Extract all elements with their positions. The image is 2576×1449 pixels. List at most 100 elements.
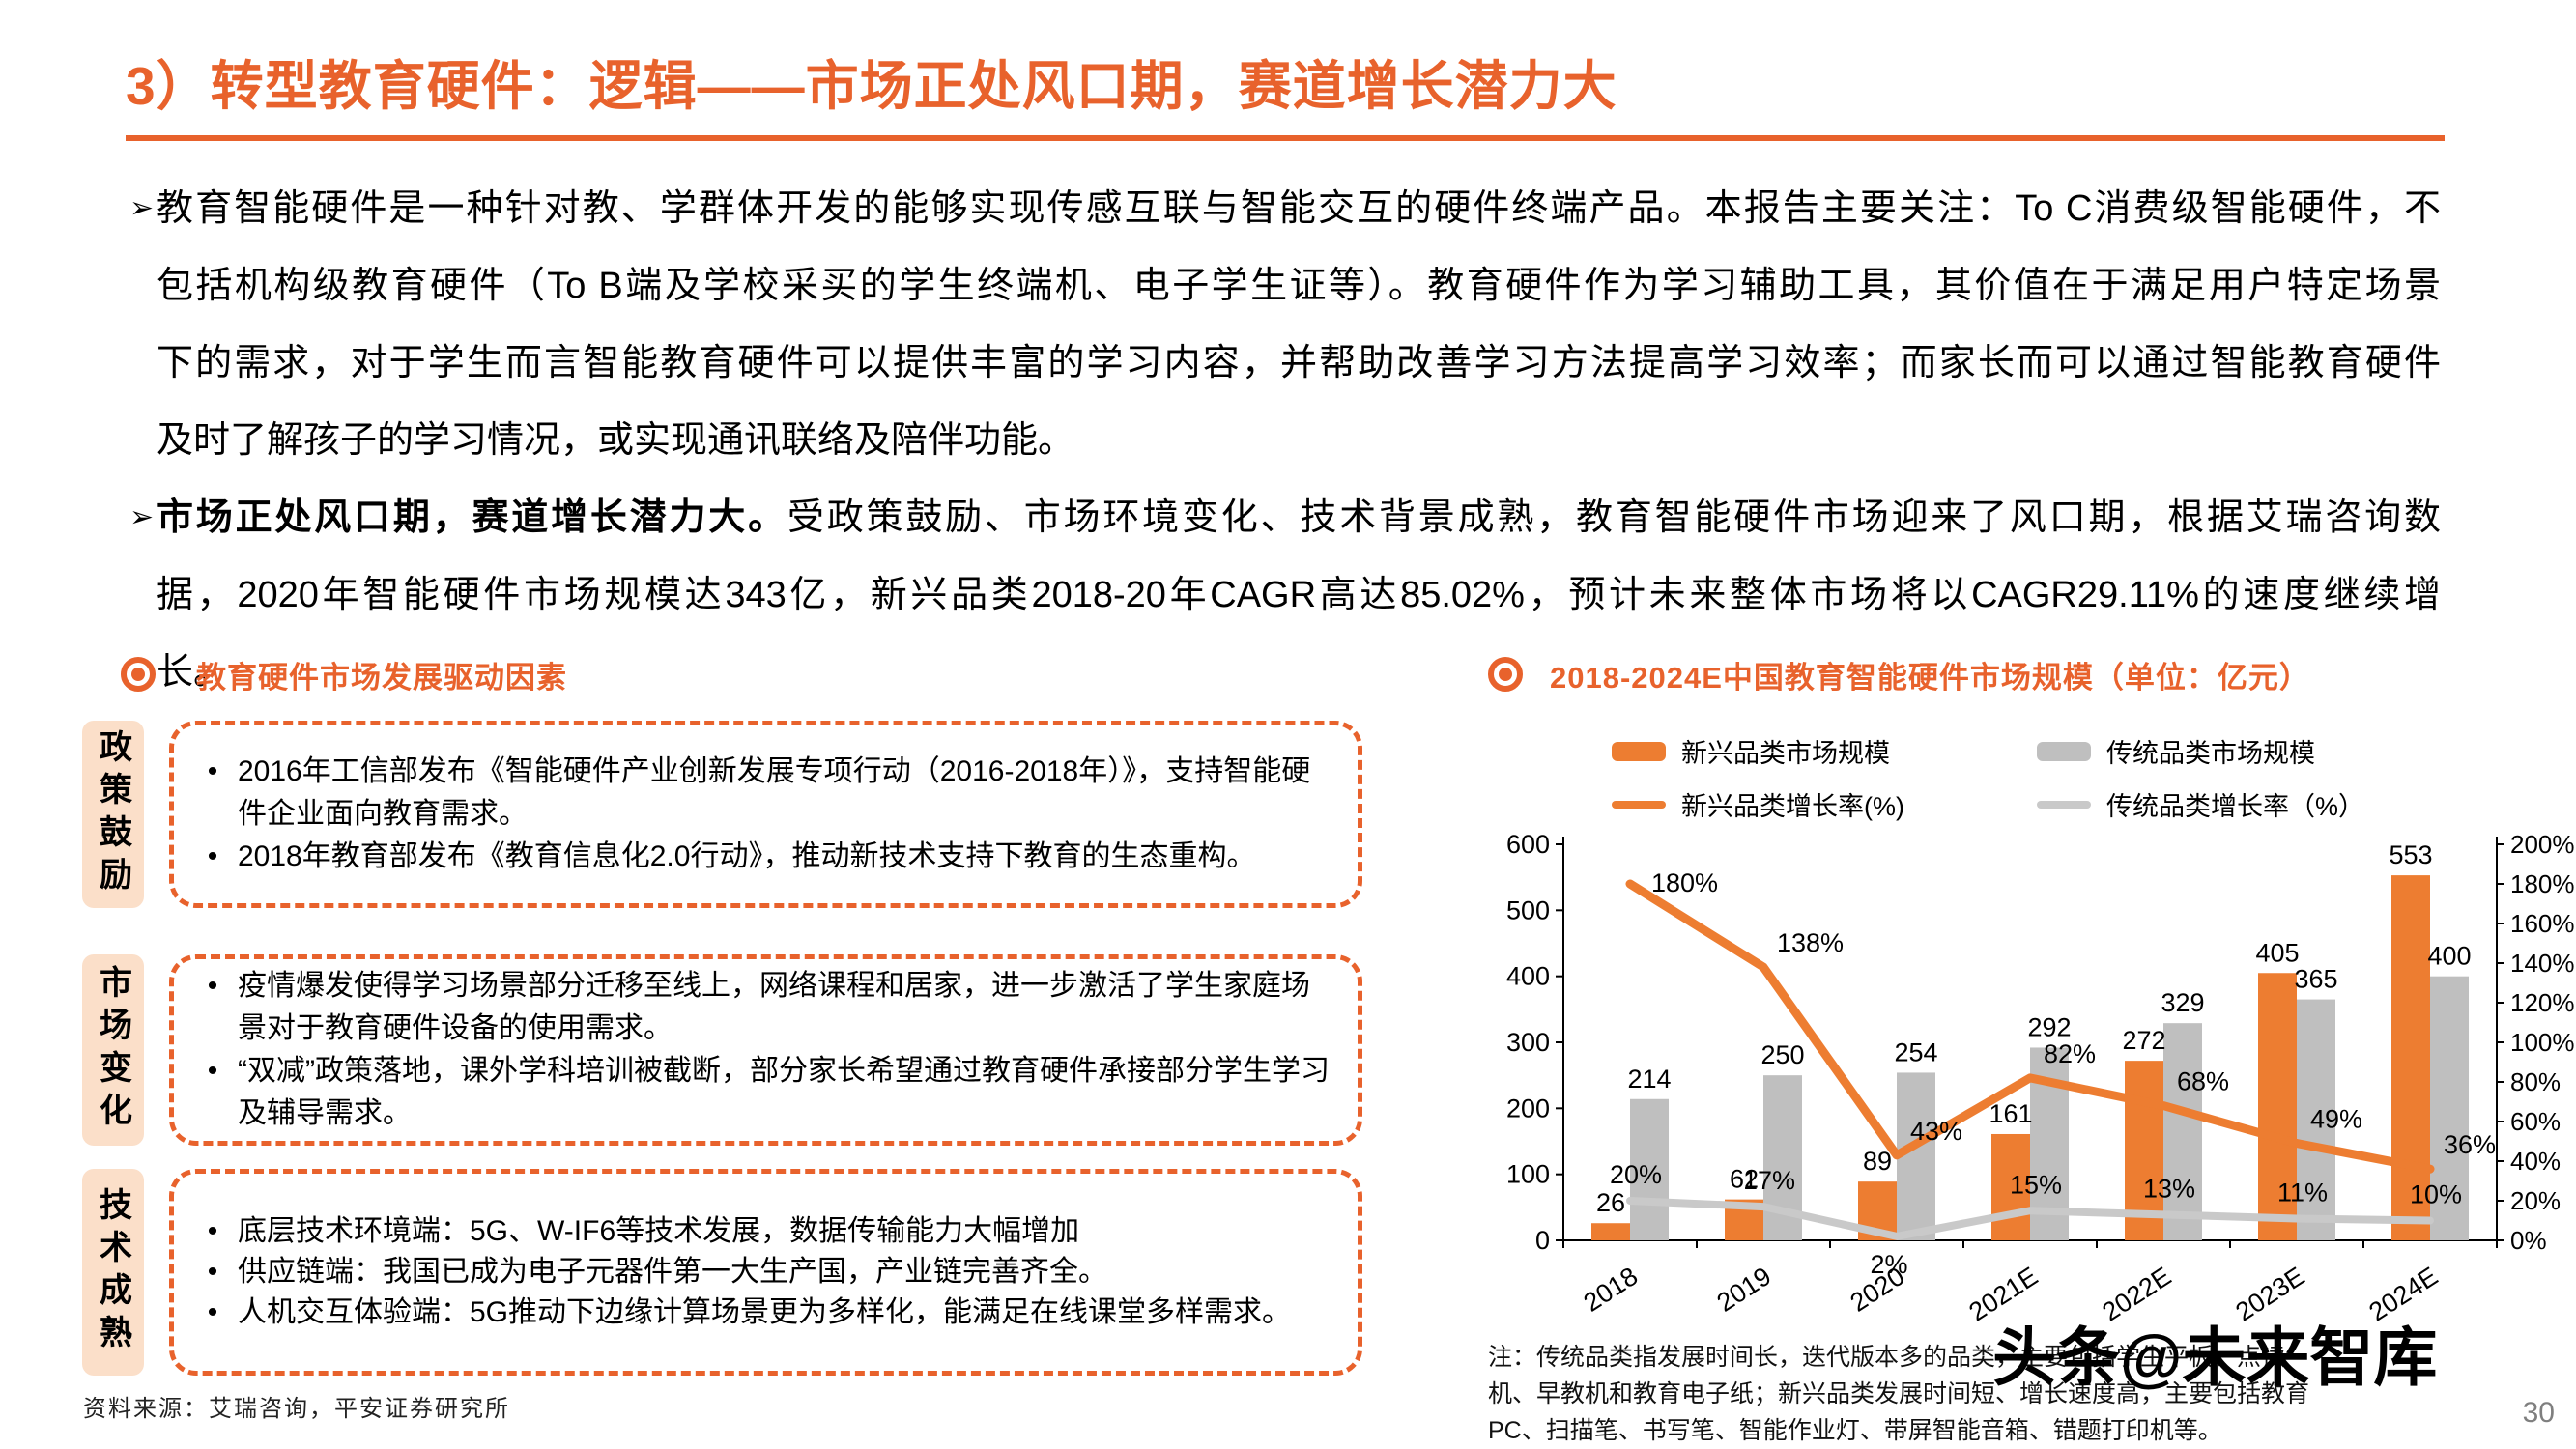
dot-bullet-icon: • [207, 755, 218, 787]
svg-text:500: 500 [1506, 895, 1550, 924]
svg-text:36%: 36% [2444, 1130, 2496, 1159]
svg-text:49%: 49% [2310, 1105, 2362, 1134]
list-item: • 2016年工信部发布《智能硬件产业创新发展专项行动（2016-2018年）》… [187, 751, 1334, 836]
svg-text:13%: 13% [2143, 1174, 2195, 1203]
legend-bar-swatch-new-category [1612, 741, 1666, 761]
body-text: ➢ 教育智能硬件是一种针对教、学群体开发的能够实现传感互联与智能交互的硬件终端产… [129, 170, 2441, 711]
driver-group-box: • 疫情爆发使得学习场景部分迁移至线上，网络课程和居家，进一步激活了学生家庭场景… [169, 954, 1362, 1146]
svg-text:160%: 160% [2510, 909, 2575, 938]
svg-text:100%: 100% [2510, 1028, 2575, 1057]
svg-text:40%: 40% [2510, 1147, 2561, 1176]
dot-bullet-icon: • [207, 1055, 218, 1087]
page-title: 3）转型教育硬件：逻辑——市场正处风口期，赛道增长潜力大 [126, 56, 1617, 116]
paragraph-2: ➢ 市场正处风口期，赛道增长潜力大。受政策鼓励、市场环境变化、技术背景成熟，教育… [129, 479, 2441, 711]
chart-note: 注：传统品类指发展时间长，迭代版本多的品类，主要包括学生平板、点读 机、早教机和… [1488, 1339, 2338, 1449]
legend-line-swatch-traditional-growth [2037, 800, 2091, 809]
chart-header: 2018-2024E中国教育智能硬件市场规模（单位：亿元） [1488, 653, 2576, 696]
svg-text:2018: 2018 [1579, 1262, 1644, 1318]
drivers-title: 教育硬件市场发展驱动因素 [196, 660, 567, 695]
driver-group-market: 市场变化 • 疫情爆发使得学习场景部分迁移至线上，网络课程和居家，进一步激活了学… [82, 954, 1362, 1146]
dot-bullet-icon: • [207, 1256, 218, 1288]
driver-group-box: • 2016年工信部发布《智能硬件产业创新发展专项行动（2016-2018年）》… [169, 721, 1362, 908]
svg-text:400: 400 [2427, 942, 2471, 971]
svg-text:553: 553 [2389, 840, 2432, 869]
driver-group-label: 政策鼓励 [82, 721, 144, 908]
svg-text:0: 0 [1535, 1226, 1550, 1255]
svg-text:300: 300 [1506, 1028, 1550, 1057]
driver-group-label: 市场变化 [82, 954, 144, 1146]
svg-text:600: 600 [1506, 830, 1550, 859]
arrow-bullet-icon: ➢ [129, 501, 155, 533]
svg-text:400: 400 [1506, 962, 1550, 991]
chart-panel: 2018-2024E中国教育智能硬件市场规模（单位：亿元） 新兴品类市场规模 传… [1488, 653, 2576, 1444]
svg-text:80%: 80% [2510, 1067, 2561, 1096]
svg-text:68%: 68% [2177, 1067, 2229, 1096]
svg-text:10%: 10% [2410, 1180, 2462, 1209]
svg-text:15%: 15% [2010, 1170, 2062, 1199]
legend-bar-swatch-traditional-category [2037, 741, 2091, 761]
dot-bullet-icon: • [207, 970, 218, 1002]
svg-text:250: 250 [1760, 1040, 1804, 1069]
title-underline [126, 135, 2445, 141]
dot-bullet-icon: • [207, 1215, 218, 1247]
svg-text:180%: 180% [1651, 868, 1718, 897]
svg-text:43%: 43% [1910, 1117, 1962, 1146]
svg-text:329: 329 [2161, 988, 2204, 1017]
svg-text:89: 89 [1863, 1147, 1892, 1176]
legend-item: 新兴品类市场规模 [1612, 732, 2037, 770]
svg-text:200: 200 [1506, 1094, 1550, 1122]
paragraph-line: 长。 [157, 652, 231, 693]
svg-text:0%: 0% [2510, 1226, 2547, 1255]
list-item: • 疫情爆发使得学习场景部分迁移至线上，网络课程和居家，进一步激活了学生家庭场景… [187, 965, 1334, 1050]
svg-text:161: 161 [1989, 1099, 2032, 1128]
arrow-bullet-icon: ➢ [129, 192, 155, 224]
legend-item: 新兴品类增长率(%) [1612, 785, 2037, 823]
watermark: 头条@未来智库 [1992, 1321, 2438, 1393]
svg-text:180%: 180% [2510, 869, 2575, 898]
chart-title: 2018-2024E中国教育智能硬件市场规模（单位：亿元） [1550, 660, 2310, 695]
legend-item: 传统品类增长率（%） [2037, 785, 2576, 823]
driver-group-label: 技术成熟 [82, 1169, 144, 1376]
svg-text:140%: 140% [2510, 949, 2575, 978]
legend-line-swatch-new-growth [1612, 800, 1666, 809]
svg-text:365: 365 [2294, 965, 2337, 994]
paragraph-line: 包括机构级教育硬件（To B端及学校采买的学生终端机、电子学生证等）。教育硬件作… [157, 266, 2441, 306]
list-item: • 供应链端：我国已成为电子元器件第一大生产国，产业链完善齐全。 [187, 1252, 1334, 1293]
drivers-panel: 教育硬件市场发展驱动因素 政策鼓励 • 2016年工信部发布《智能硬件产业创新发… [82, 653, 1362, 1416]
svg-text:17%: 17% [1743, 1166, 1795, 1195]
dot-bullet-icon: • [207, 840, 218, 872]
svg-text:272: 272 [2122, 1026, 2165, 1055]
svg-text:11%: 11% [2277, 1178, 2328, 1207]
svg-text:62: 62 [1730, 1165, 1759, 1194]
page-number: 30 [2522, 1397, 2555, 1429]
driver-group-box: • 底层技术环境端：5G、W-IF6等技术发展，数据传输能力大幅增加 • 供应链… [169, 1169, 1362, 1376]
note-line: PC、扫描笔、书写笔、智能作业灯、带屏智能音箱、错题打印机等。 [1488, 1417, 2222, 1444]
bold-lead: 市场正处风口期，赛道增长潜力大。 [157, 497, 787, 538]
svg-text:2%: 2% [1870, 1250, 1907, 1279]
note-line: 机、早教机和教育电子纸；新兴品类发展时间短、增长速度高，主要包括教育 [1488, 1380, 2310, 1407]
paragraph-1: ➢ 教育智能硬件是一种针对教、学群体开发的能够实现传感互联与智能交互的硬件终端产… [129, 170, 2441, 479]
svg-text:60%: 60% [2510, 1107, 2561, 1136]
paragraph-line: 市场正处风口期，赛道增长潜力大。受政策鼓励、市场环境变化、技术背景成熟，教育智能… [157, 497, 2441, 538]
driver-group-policy: 政策鼓励 • 2016年工信部发布《智能硬件产业创新发展专项行动（2016-20… [82, 721, 1362, 908]
svg-text:200%: 200% [2510, 830, 2575, 859]
drivers-header: 教育硬件市场发展驱动因素 [82, 653, 1362, 696]
paragraph-line: 下的需求，对于学生而言智能教育硬件可以提供丰富的学习内容，并帮助改善学习方法提高… [157, 343, 2441, 384]
svg-text:405: 405 [2255, 938, 2299, 967]
svg-text:82%: 82% [2044, 1039, 2096, 1068]
market-size-combo-chart: 0 100 200 300 400 500 600 0% 20% 40% 60% 80% 100% 120… [1506, 830, 2575, 1327]
list-item: • “双减”政策落地，课外学科培训被截断，部分家长希望通过教育硬件承接部分学生学… [187, 1050, 1334, 1135]
paragraph-line: 据，2020年智能硬件市场规模达343亿，新兴品类2018-20年CAGR高达8… [157, 575, 2441, 615]
svg-text:214: 214 [1627, 1065, 1671, 1094]
svg-text:20%: 20% [2510, 1186, 2561, 1215]
svg-text:20%: 20% [1610, 1160, 1662, 1189]
bullseye-icon [1488, 657, 1523, 692]
driver-group-technology: 技术成熟 • 底层技术环境端：5G、W-IF6等技术发展，数据传输能力大幅增加 … [82, 1169, 1362, 1376]
svg-text:2019: 2019 [1712, 1262, 1777, 1318]
dot-bullet-icon: • [207, 1296, 218, 1328]
header: 3）转型教育硬件：逻辑——市场正处风口期，赛道增长潜力大 [0, 0, 2576, 141]
svg-text:138%: 138% [1777, 928, 1844, 957]
bullseye-icon [121, 657, 156, 692]
note-line: 注：传统品类指发展时间长，迭代版本多的品类，主要包括学生平板、点读 [1488, 1344, 2286, 1371]
